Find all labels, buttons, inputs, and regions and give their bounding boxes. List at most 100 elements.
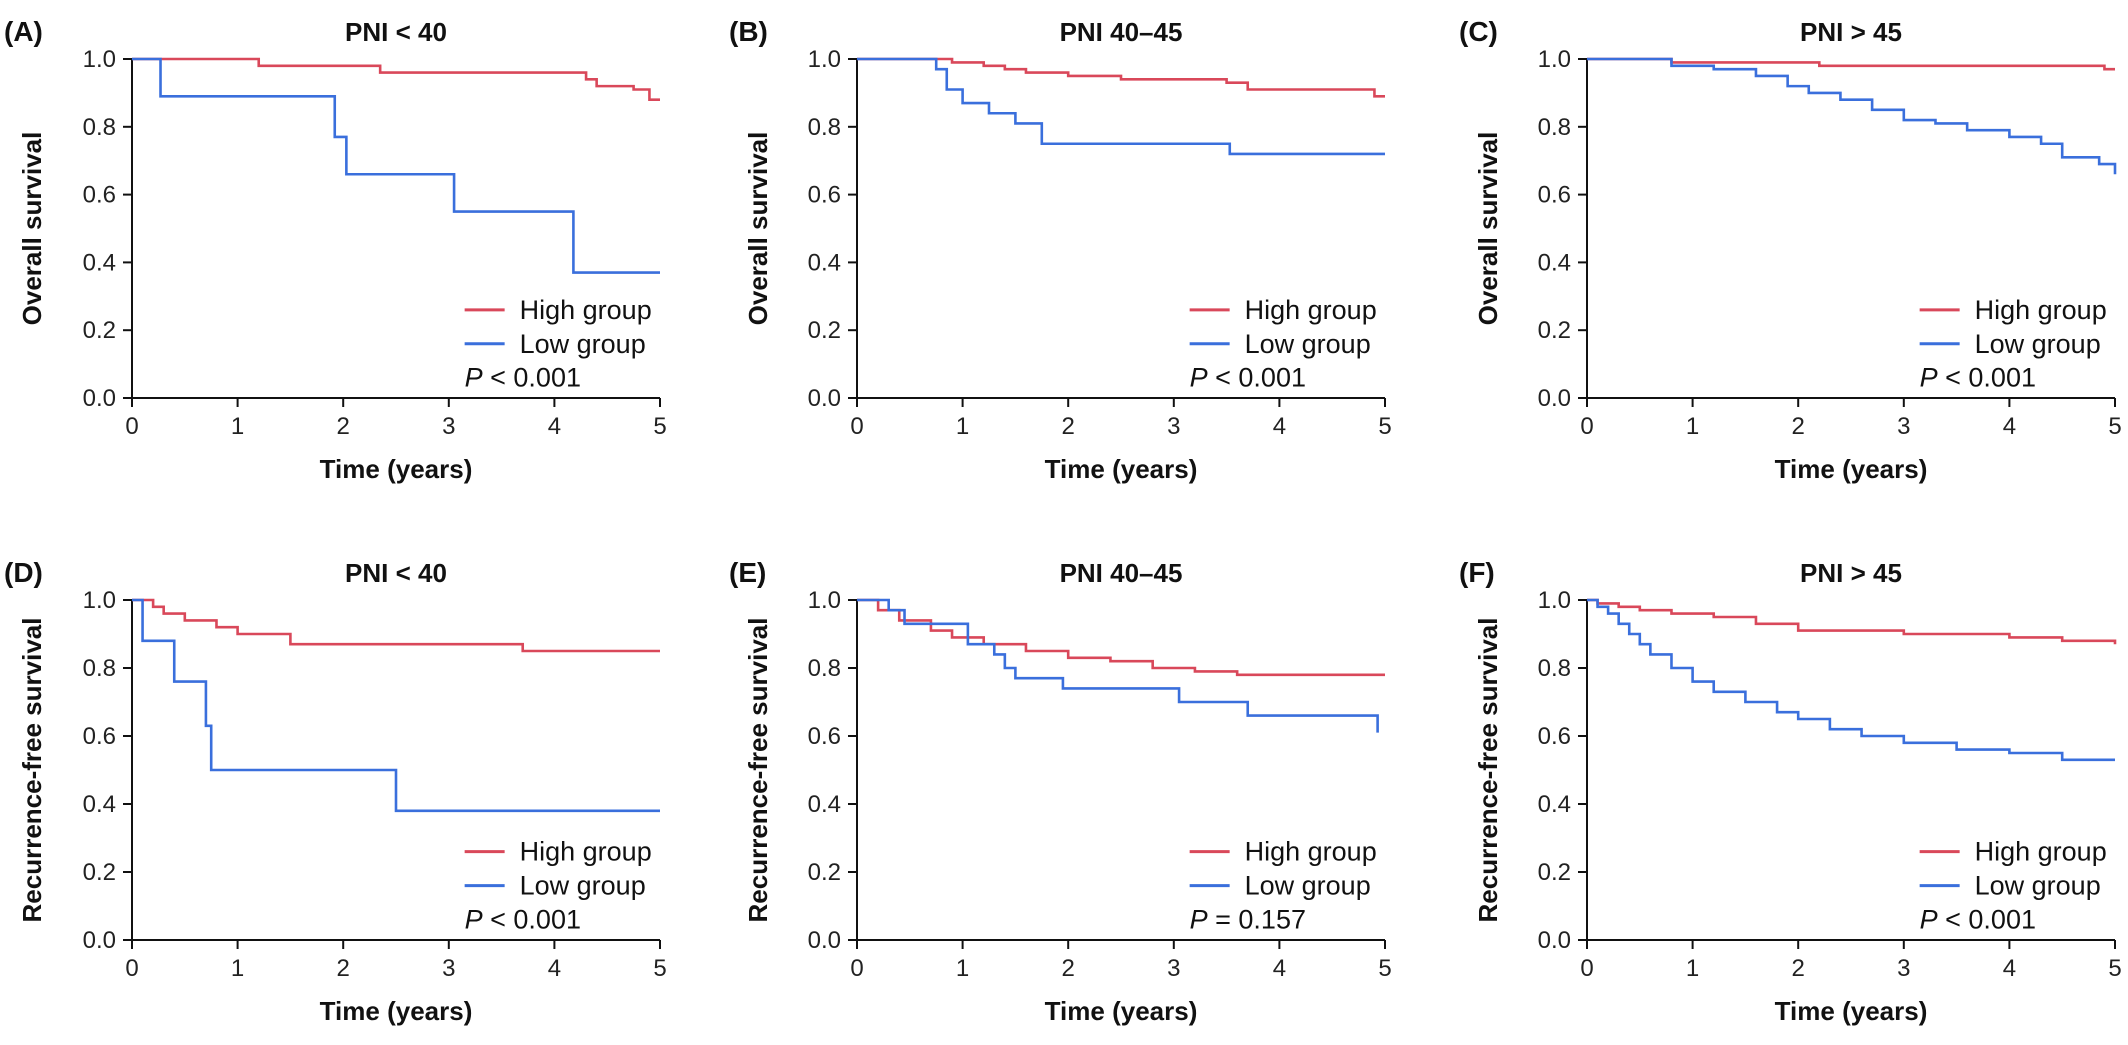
panel-title: PNI 40–45: [1060, 17, 1183, 47]
x-tick-label: 3: [1167, 413, 1180, 440]
x-tick-label: 3: [1167, 955, 1180, 982]
panel-letter: (E): [729, 557, 766, 588]
legend-label-high: High group: [1975, 837, 2107, 867]
high-group-curve: [1587, 598, 2117, 645]
legend-label-high: High group: [1245, 295, 1377, 325]
low-group-curve: [132, 57, 660, 274]
legend-label-low: Low group: [1245, 871, 1371, 901]
y-tick-label: 0.8: [808, 114, 841, 141]
x-axis-title: Time (years): [1045, 996, 1198, 1026]
x-tick-label: 2: [1062, 955, 1075, 982]
y-tick-label: 1.0: [83, 587, 116, 614]
p-value: P < 0.001: [465, 905, 581, 935]
panel-title: PNI 40–45: [1060, 558, 1183, 588]
y-tick-label: 0.2: [808, 317, 841, 344]
low-group-curve: [1587, 57, 2117, 175]
chart-panel-4: (D) PNI < 40 0 1 2 3 4 5 0.0 0.2 0.4 0.6 0.8 1.0 Time …: [4, 557, 667, 1026]
y-tick-label: 0.4: [1538, 249, 1571, 276]
high-group-curve: [132, 598, 660, 653]
y-tick-label: 0.0: [808, 927, 841, 954]
x-tick-label: 2: [337, 413, 350, 440]
y-tick-label: 0.2: [808, 859, 841, 886]
x-tick-label: 1: [231, 955, 244, 982]
x-tick-label: 5: [2108, 955, 2121, 982]
y-axis-title: Overall survival: [17, 132, 47, 326]
y-axis-title: Overall survival: [1473, 132, 1503, 326]
legend-label-low: Low group: [520, 871, 646, 901]
x-tick-label: 1: [1686, 955, 1699, 982]
x-tick-label: 0: [125, 955, 138, 982]
y-tick-label: 1.0: [1538, 46, 1571, 73]
panel-letter: (D): [4, 557, 43, 588]
y-tick-label: 1.0: [1538, 587, 1571, 614]
high-group-curve: [857, 598, 1385, 677]
y-tick-label: 0.4: [83, 249, 116, 276]
chart-panel-6: (F) PNI > 45 0 1 2 3 4 5 0.0 0.2 0.4 0.6 0.8 1.0 Time …: [1459, 557, 2122, 1026]
p-value: P = 0.157: [1190, 905, 1306, 935]
y-tick-label: 0.0: [1538, 385, 1571, 412]
x-tick-label: 0: [850, 955, 863, 982]
low-group-curve: [857, 57, 1385, 156]
high-group-curve: [132, 57, 660, 101]
y-tick-label: 1.0: [83, 46, 116, 73]
x-tick-label: 3: [1897, 955, 1910, 982]
legend-label-high: High group: [1975, 295, 2107, 325]
panel-title: PNI < 40: [345, 17, 447, 47]
y-tick-label: 0.0: [1538, 927, 1571, 954]
y-tick-label: 0.8: [83, 655, 116, 682]
x-tick-label: 0: [1580, 955, 1593, 982]
p-value: P < 0.001: [1190, 363, 1306, 393]
panel-letter: (C): [1459, 16, 1498, 47]
y-tick-label: 0.8: [1538, 655, 1571, 682]
x-tick-label: 5: [1378, 413, 1391, 440]
x-axis-title: Time (years): [1775, 454, 1928, 484]
p-value: P < 0.001: [1920, 905, 2036, 935]
x-tick-label: 4: [1273, 955, 1286, 982]
y-tick-label: 0.2: [1538, 859, 1571, 886]
x-tick-label: 5: [653, 955, 666, 982]
chart-panel-1: (A) PNI < 40 0 1 2 3 4 5 0.0 0.2 0.4 0.6 0.8 1.0 Time …: [4, 16, 667, 484]
x-tick-label: 0: [850, 413, 863, 440]
legend-label-high: High group: [520, 837, 652, 867]
y-axis-title: Recurrence-free survival: [1473, 618, 1503, 923]
x-tick-label: 4: [2003, 955, 2016, 982]
legend-label-low: Low group: [1975, 329, 2101, 359]
x-tick-label: 4: [1273, 413, 1286, 440]
y-tick-label: 0.6: [808, 723, 841, 750]
y-axis-title: Overall survival: [743, 132, 773, 326]
legend-label-low: Low group: [1245, 329, 1371, 359]
y-tick-label: 1.0: [808, 46, 841, 73]
legend-label-high: High group: [1245, 837, 1377, 867]
y-tick-label: 0.6: [1538, 723, 1571, 750]
x-tick-label: 3: [442, 413, 455, 440]
panel-title: PNI > 45: [1800, 558, 1902, 588]
x-tick-label: 1: [1686, 413, 1699, 440]
panel-title: PNI < 40: [345, 558, 447, 588]
x-tick-label: 5: [1378, 955, 1391, 982]
x-tick-label: 2: [1792, 413, 1805, 440]
x-axis-title: Time (years): [1775, 996, 1928, 1026]
x-tick-label: 4: [548, 413, 561, 440]
x-axis-title: Time (years): [320, 996, 473, 1026]
x-tick-label: 0: [1580, 413, 1593, 440]
panel-letter: (F): [1459, 557, 1495, 588]
chart-panel-5: (E) PNI 40–45 0 1 2 3 4 5 0.0 0.2 0.4 0.6 0.8 1.0 Time…: [729, 557, 1392, 1026]
x-tick-label: 5: [653, 413, 666, 440]
legend-label-low: Low group: [520, 329, 646, 359]
y-tick-label: 0.6: [83, 182, 116, 209]
y-tick-label: 0.4: [808, 791, 841, 818]
x-axis-title: Time (years): [1045, 454, 1198, 484]
legend-label-low: Low group: [1975, 871, 2101, 901]
legend-label-high: High group: [520, 295, 652, 325]
panel-letter: (A): [4, 16, 43, 47]
y-tick-label: 0.4: [808, 249, 841, 276]
x-tick-label: 5: [2108, 413, 2121, 440]
chart-panel-3: (C) PNI > 45 0 1 2 3 4 5 0.0 0.2 0.4 0.6 0.8 1.0 Time …: [1459, 16, 2122, 484]
y-tick-label: 0.0: [83, 385, 116, 412]
y-axis-title: Recurrence-free survival: [743, 618, 773, 923]
low-group-curve: [1587, 598, 2115, 762]
y-tick-label: 0.6: [808, 182, 841, 209]
high-group-curve: [1587, 57, 2115, 71]
y-tick-label: 0.2: [83, 317, 116, 344]
y-tick-label: 0.2: [1538, 317, 1571, 344]
